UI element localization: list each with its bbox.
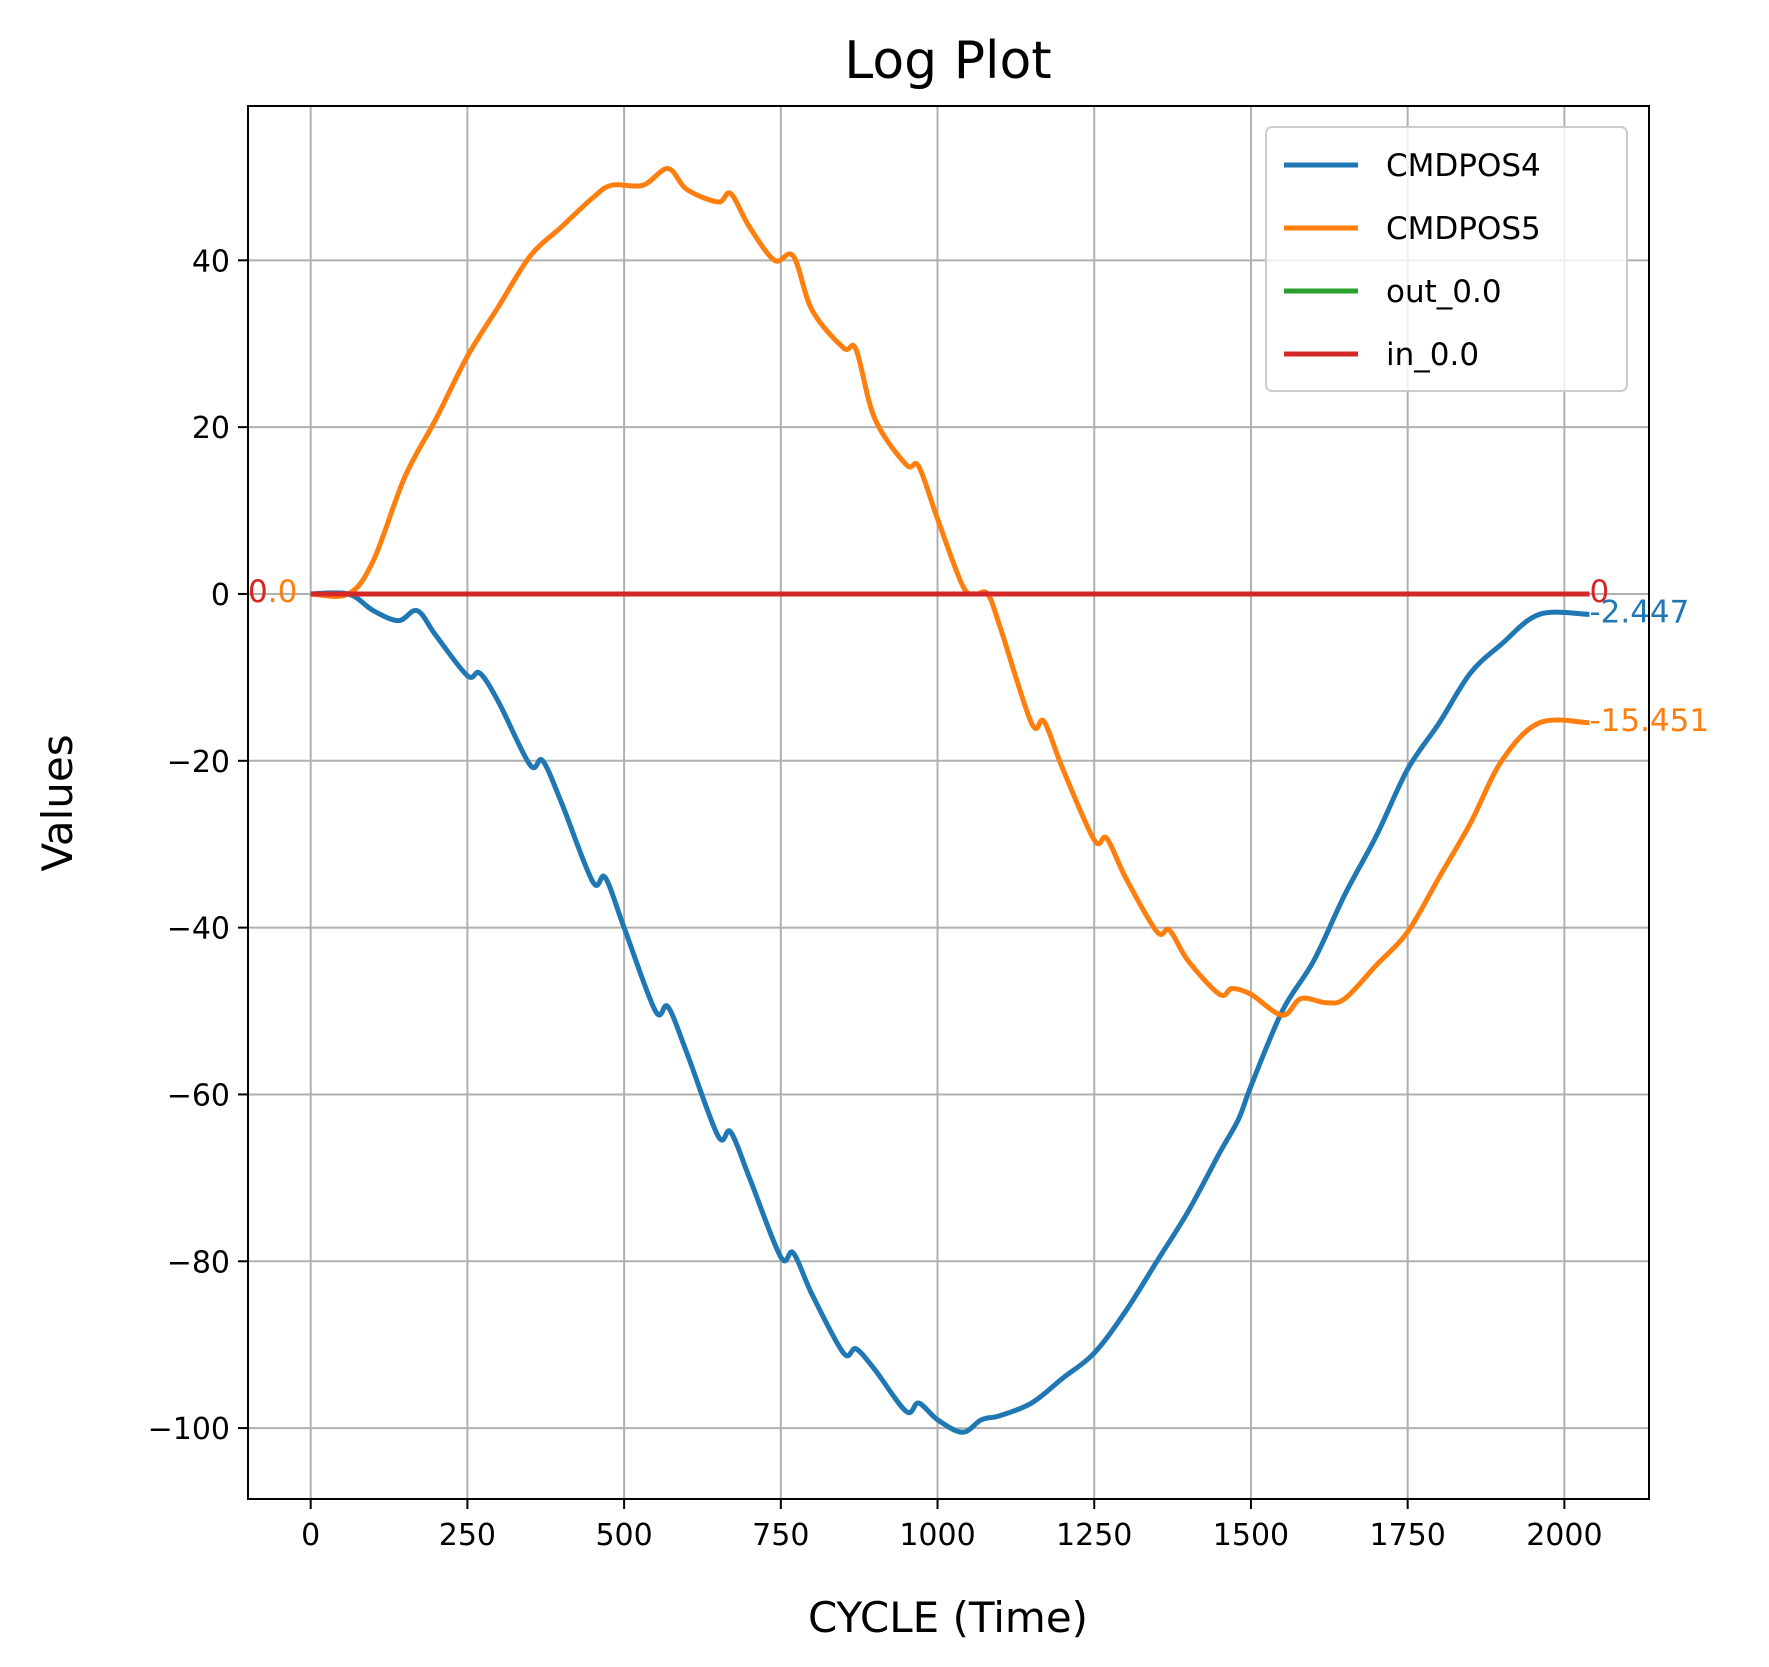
x-tick-label: 0 xyxy=(301,1518,320,1553)
legend-label: CMDPOS4 xyxy=(1386,148,1541,184)
x-tick-label: 1500 xyxy=(1213,1518,1289,1553)
legend-box xyxy=(1265,126,1628,392)
value-annotation: 0 xyxy=(1589,574,1609,610)
legend-label: CMDPOS5 xyxy=(1386,211,1541,247)
x-tick-label: 1250 xyxy=(1056,1518,1132,1553)
x-tick-label: 500 xyxy=(595,1518,652,1553)
y-tick-label: −20 xyxy=(167,745,230,780)
x-tick-label: 1000 xyxy=(899,1518,975,1553)
chart-title: Log Plot xyxy=(844,31,1051,91)
value-annotation: 0 xyxy=(248,574,268,610)
y-tick-label: 0 xyxy=(211,578,230,613)
plot-frame xyxy=(247,105,1650,1500)
legend-label: out_0.0 xyxy=(1386,274,1502,310)
value-annotation: 0.0 xyxy=(248,574,297,610)
series-line-cmdpos5 xyxy=(310,166,1590,1018)
y-tick-label: 40 xyxy=(192,244,230,279)
legend: CMDPOS4 CMDPOS5 out_0.0 in_0.0 xyxy=(1265,126,1628,392)
x-axis-label: CYCLE (Time) xyxy=(808,1593,1088,1642)
y-tick-label: −100 xyxy=(148,1412,230,1447)
y-axis-label: Values xyxy=(33,734,82,871)
x-tick-label: 250 xyxy=(439,1518,496,1553)
x-tick-label: 1750 xyxy=(1369,1518,1445,1553)
y-tick-label: 20 xyxy=(192,411,230,446)
series-line-cmdpos4 xyxy=(310,590,1590,1435)
series-lines xyxy=(310,166,1590,1435)
y-tick-label: −40 xyxy=(167,912,230,947)
y-tick-label: −60 xyxy=(167,1078,230,1113)
x-tick-label: 750 xyxy=(752,1518,809,1553)
x-tick-label: 2000 xyxy=(1526,1518,1602,1553)
x-axis-ticks: 0 250 500 750 1000 1250 1500 1750 2000 xyxy=(301,1499,1603,1553)
y-axis-ticks: 40 20 0 −20 −40 −60 −80 −100 xyxy=(148,244,248,1447)
y-tick-label: −80 xyxy=(167,1245,230,1280)
value-annotation: -2.447 xyxy=(1589,594,1689,630)
legend-label: in_0.0 xyxy=(1386,337,1479,373)
